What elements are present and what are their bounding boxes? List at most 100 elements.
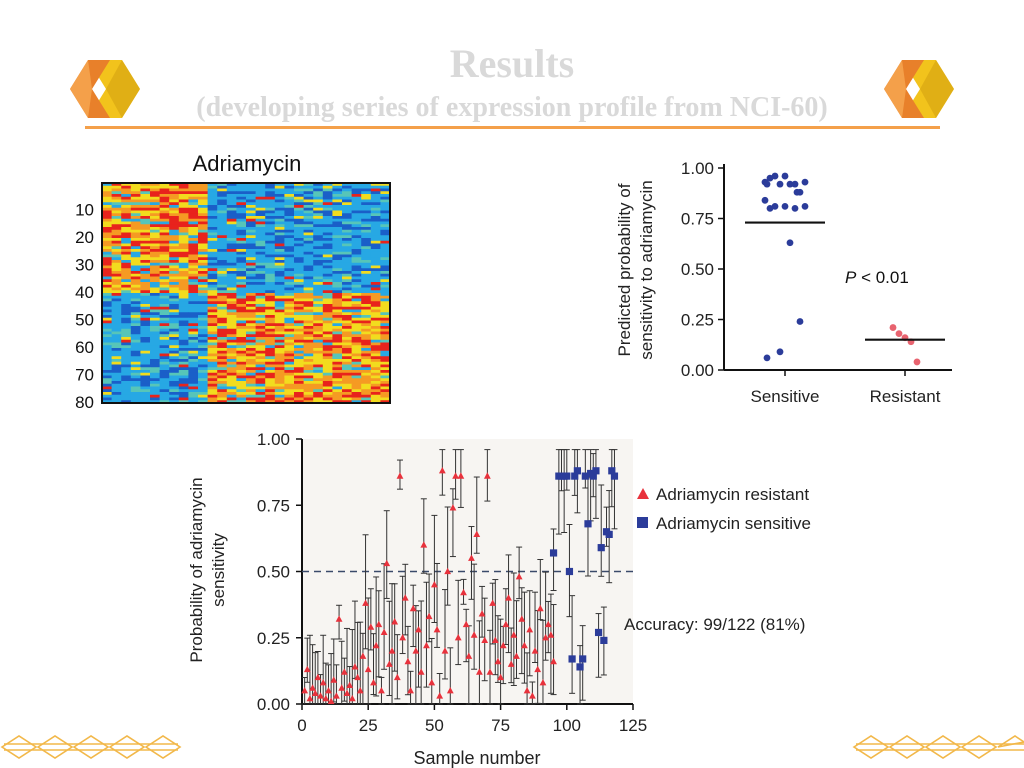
heatmap-cell — [303, 265, 314, 269]
heatmap-cell — [102, 392, 112, 396]
heatmap-cell — [188, 183, 199, 187]
heatmap-cell — [313, 235, 324, 239]
resistant-marker — [335, 615, 343, 622]
heatmap-cell — [130, 350, 141, 354]
heatmap-cell — [380, 191, 391, 195]
heatmap-cell — [265, 345, 276, 349]
heatmap-cell — [255, 246, 266, 250]
heatmap-cell — [188, 364, 199, 368]
heatmap-cell — [111, 210, 122, 214]
heatmap-cell — [121, 301, 132, 305]
dot-plot-point — [895, 330, 903, 338]
heatmap-cell — [246, 320, 256, 324]
heatmap-cell — [169, 383, 180, 387]
heatmap-cell — [140, 249, 151, 253]
heatmap-cell — [198, 218, 208, 222]
heatmap-cell — [322, 298, 333, 302]
heatmap-cell — [361, 328, 372, 332]
heatmap-cell — [159, 320, 170, 324]
heatmap-cell — [351, 375, 362, 379]
heatmap-cell — [294, 207, 304, 211]
heatmap-cell — [102, 194, 112, 198]
heatmap-cell — [150, 216, 160, 220]
heatmap-cell — [198, 353, 208, 357]
resistant-marker — [378, 686, 385, 694]
heatmap-cell — [226, 331, 237, 335]
heatmap-cell — [265, 238, 276, 242]
heatmap-cell — [217, 199, 228, 203]
heatmap-cell — [207, 232, 218, 236]
heatmap-cell — [351, 356, 362, 360]
heatmap-cell — [332, 268, 343, 272]
heatmap-cell — [351, 183, 362, 187]
resistant-marker — [338, 684, 346, 691]
heatmap-cell — [361, 210, 372, 214]
heatmap-cell — [313, 251, 324, 255]
heatmap-cell — [178, 345, 189, 349]
heatmap-cell — [102, 353, 112, 357]
heatmap-cell — [236, 229, 247, 233]
heatmap-cell — [198, 389, 208, 393]
heatmap-cell — [102, 298, 112, 302]
resistant-marker — [542, 633, 550, 641]
heatmap-cell — [159, 328, 170, 332]
heatmap-cell — [102, 218, 112, 222]
heatmap-cell — [121, 268, 132, 272]
heatmap-cell — [380, 276, 391, 280]
heatmap-cell — [332, 194, 343, 198]
heatmap-cell — [150, 218, 160, 222]
heatmap-cell — [332, 196, 343, 200]
heatmap-cell — [294, 188, 304, 192]
heatmap-cell — [102, 240, 112, 244]
heatmap-cell — [322, 227, 333, 231]
heatmap-cell — [198, 216, 208, 220]
heatmap-cell — [207, 309, 218, 313]
heatmap-cell — [274, 397, 285, 401]
heatmap-cell — [380, 295, 391, 299]
heatmap-cell — [111, 353, 122, 357]
heatmap-cell — [226, 276, 237, 280]
heatmap-cell — [150, 320, 160, 324]
heatmap-cell — [361, 293, 372, 297]
heatmap-cell — [178, 334, 189, 338]
heatmap-cell — [207, 348, 218, 352]
heatmap-cell — [102, 312, 112, 316]
heatmap-cell — [332, 246, 343, 250]
heatmap-cell — [322, 191, 333, 195]
heatmap-cell — [102, 326, 112, 330]
heatmap-cell — [246, 221, 256, 225]
resistant-marker — [391, 618, 399, 625]
heatmap-cell — [265, 218, 276, 222]
heatmap-cell — [236, 262, 247, 266]
heatmap-cell — [255, 224, 266, 228]
heatmap-cell — [207, 213, 218, 217]
heatmap-cell — [140, 400, 151, 404]
heatmap-cell — [265, 372, 276, 376]
heatmap-cell — [361, 221, 372, 225]
heatmap-cell — [303, 276, 314, 280]
heatmap-cell — [111, 315, 122, 319]
heatmap-cell — [178, 309, 189, 313]
heatmap-cell — [255, 353, 266, 357]
heatmap-cell — [370, 243, 381, 247]
heatmap-cell — [370, 342, 381, 346]
heatmap-cell — [342, 262, 352, 266]
heatmap-cell — [140, 210, 151, 214]
heatmap-cell — [140, 235, 151, 239]
heatmap-cell — [274, 227, 285, 231]
resistant-marker — [380, 628, 388, 636]
heatmap-cell — [178, 383, 189, 387]
heatmap-cell — [102, 383, 112, 387]
heatmap-cell — [370, 221, 381, 225]
heatmap-cell — [188, 375, 199, 379]
heatmap-cell — [274, 191, 285, 195]
heatmap-cell — [102, 361, 112, 365]
heatmap-cell — [313, 216, 324, 220]
heatmap-cell — [198, 383, 208, 387]
heatmap-cell — [178, 342, 189, 346]
heatmap-cell — [351, 381, 362, 385]
heatmap-cell — [274, 282, 285, 286]
heatmap-cell — [159, 383, 170, 387]
heatmap-cell — [130, 254, 141, 258]
heatmap-cell — [198, 183, 208, 187]
